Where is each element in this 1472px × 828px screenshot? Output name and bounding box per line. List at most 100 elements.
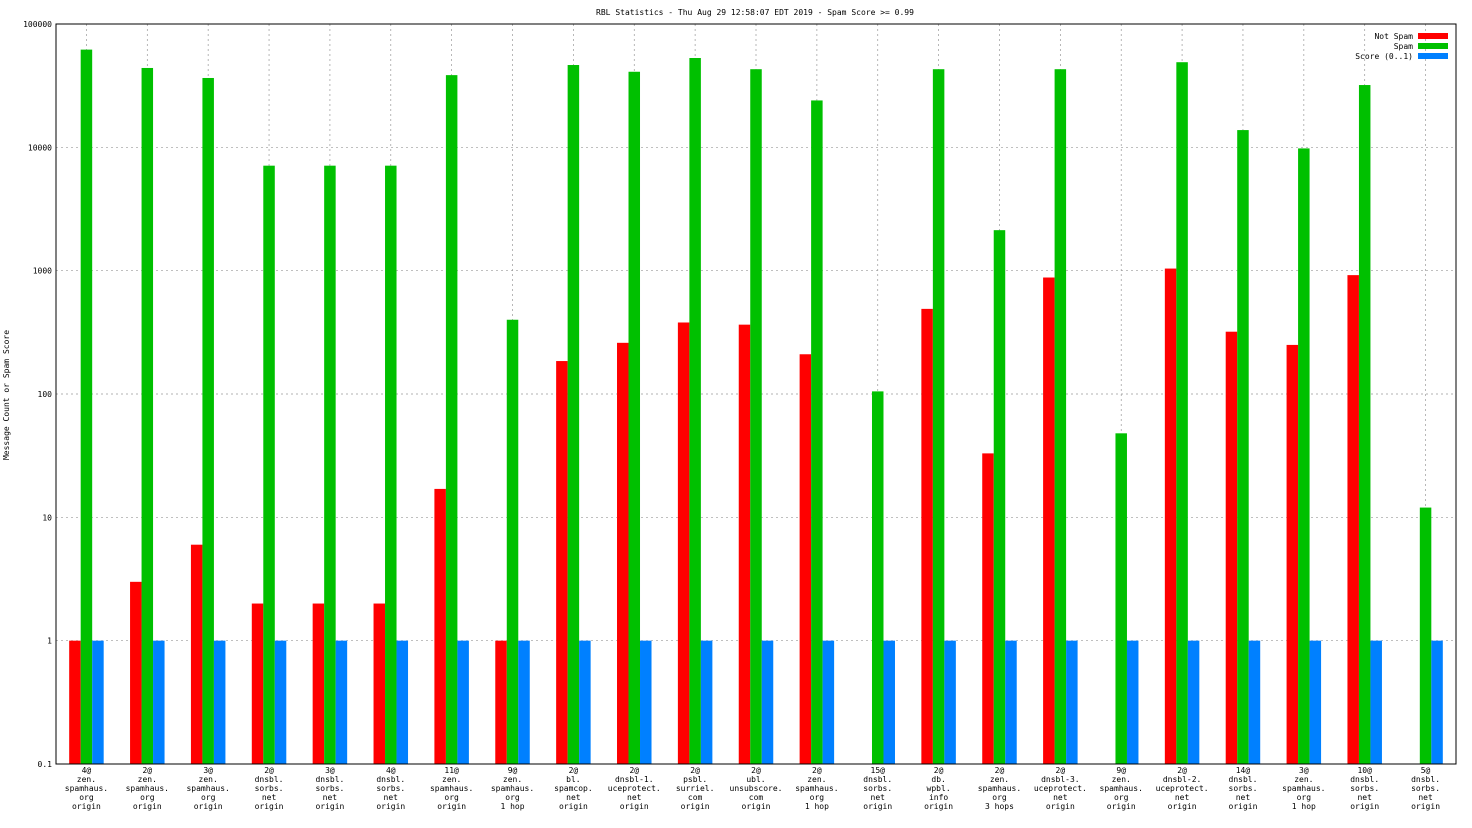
x-tick-label-line: 4@	[386, 766, 396, 775]
bar-spam	[141, 67, 154, 764]
bar-score-0-1	[1066, 640, 1078, 764]
x-tick-label-line: 2@	[629, 766, 639, 775]
x-tick-label-line: 11@	[444, 766, 459, 775]
legend-label: Score (0..1)	[1355, 52, 1413, 61]
x-tick-label-line: zen.	[1112, 775, 1131, 784]
x-tick-label-line: dnsbl.	[315, 775, 344, 784]
x-tick-label-line: 2@	[1177, 766, 1187, 775]
x-tick-label-line: origin	[1107, 802, 1136, 811]
x-tick-label-line: spamhaus.	[186, 784, 229, 793]
x-tick-label-line: com	[749, 793, 764, 802]
x-tick-label-line: origin	[1168, 802, 1197, 811]
x-tick-label-line: net	[262, 793, 277, 802]
x-tick-label-line: info	[929, 793, 948, 802]
x-tick-label-line: spamhaus.	[795, 784, 838, 793]
x-tick-label-line: zen.	[77, 775, 96, 784]
bar-not-spam	[1286, 344, 1299, 764]
bar-score-0-1	[396, 640, 409, 764]
chart-title: RBL Statistics - Thu Aug 29 12:58:07 EDT…	[596, 8, 914, 17]
x-tick-label-line: bl.	[566, 775, 580, 784]
x-tick-label-line: net	[1175, 793, 1190, 802]
bar-score-0-1	[883, 640, 895, 764]
x-tick-label: 5@ dnsbl. sorbs. net origin	[1411, 766, 1440, 811]
plot-area-border	[55, 23, 1457, 765]
legend-label: Spam	[1394, 42, 1413, 51]
x-tick-label-line: 2@	[264, 766, 274, 775]
x-tick-label-line: unsubscore.	[730, 784, 783, 793]
x-tick-label-line: net	[871, 793, 886, 802]
bar-score-0-1	[213, 640, 226, 764]
x-tick-label-line: org	[444, 793, 459, 802]
x-tick-label-line: sorbs.	[315, 784, 344, 793]
y-tick-label: 1	[47, 637, 52, 646]
x-tick-label: 2@ zen. spamhaus. org 3 hops	[978, 766, 1021, 811]
x-tick-label-line: spamhaus.	[1100, 784, 1143, 793]
bar-not-spam	[373, 603, 386, 764]
x-tick-label-line: org	[79, 793, 94, 802]
x-tick-label-line: spamhaus.	[978, 784, 1021, 793]
bar-spam	[811, 100, 823, 764]
x-tick-label-line: 2@	[751, 766, 761, 775]
x-tick-label-line: zen.	[1294, 775, 1313, 784]
x-tick-label-line: dnsbl.	[1350, 775, 1379, 784]
x-tick-label: 2@ bl. spamcop. net origin	[554, 766, 593, 811]
bar-score-0-1	[640, 640, 652, 764]
bars	[69, 49, 1443, 765]
y-tick-label: 0.1	[38, 760, 53, 769]
x-tick-label-line: spamcop.	[554, 784, 593, 793]
bar-not-spam	[556, 361, 568, 764]
x-tick-label-line: sorbs.	[376, 784, 405, 793]
y-tick-label: 100000	[23, 20, 52, 29]
x-tick-label-line: origin	[1411, 802, 1440, 811]
bar-score-0-1	[700, 640, 713, 764]
x-tick-label: 3@ zen. spamhaus. org origin	[186, 766, 229, 811]
x-tick-label: 2@ dnsbl-1. uceprotect. net origin	[608, 766, 661, 811]
x-tick-label-line: origin	[924, 802, 953, 811]
bar-score-0-1	[92, 640, 104, 764]
bar-not-spam	[617, 342, 629, 764]
y-tick-label: 10	[42, 513, 52, 522]
x-tick-label-line: origin	[133, 802, 162, 811]
bar-not-spam	[738, 324, 751, 764]
bar-spam	[1237, 130, 1249, 765]
bar-not-spam	[495, 640, 507, 764]
bar-score-0-1	[518, 640, 530, 764]
bar-spam	[750, 69, 762, 764]
x-tick-label: 2@ dnsbl. sorbs. net origin	[255, 766, 284, 811]
x-tick-label: 3@ zen. spamhaus. org 1 hop	[1282, 766, 1325, 811]
x-tick-label-line: 4@	[82, 766, 92, 775]
bar-not-spam	[982, 453, 994, 764]
bar-spam	[993, 230, 1006, 765]
x-tick-label-line: origin	[437, 802, 466, 811]
bar-not-spam	[1347, 275, 1359, 764]
x-tick-label-line: origin	[863, 802, 892, 811]
bar-not-spam	[130, 581, 142, 764]
x-tick-label-line: net	[1418, 793, 1433, 802]
legend-swatch	[1418, 43, 1448, 49]
x-tick-label-line: dnsbl.	[1229, 775, 1258, 784]
bar-spam	[932, 69, 945, 764]
x-tick-label-line: origin	[376, 802, 405, 811]
bar-score-0-1	[944, 640, 956, 764]
bar-score-0-1	[761, 640, 774, 764]
x-tick-label-line: 1 hop	[805, 802, 829, 811]
x-tick-label-line: zen.	[138, 775, 157, 784]
x-tick-label-line: org	[810, 793, 825, 802]
x-tick-label-line: 3@	[203, 766, 213, 775]
bar-spam	[385, 165, 397, 765]
bar-score-0-1	[1126, 640, 1139, 764]
bar-not-spam	[434, 488, 446, 764]
x-tick-label-line: origin	[255, 802, 284, 811]
x-tick-label: 4@ dnsbl. sorbs. net origin	[376, 766, 405, 811]
x-tick-label: 9@ zen. spamhaus. org origin	[1100, 766, 1143, 811]
x-tick-label-line: spamhaus.	[126, 784, 169, 793]
x-tick-label: 2@ dnsbl-2. uceprotect. net origin	[1156, 766, 1209, 811]
x-tick-label-line: spamhaus.	[1282, 784, 1325, 793]
bar-spam	[1358, 85, 1371, 765]
x-tick-label-line: psbl.	[683, 775, 707, 784]
x-tick-label-line: 2@	[934, 766, 944, 775]
bar-not-spam	[677, 322, 690, 764]
bar-score-0-1	[1248, 640, 1261, 764]
bar-score-0-1	[579, 640, 591, 764]
